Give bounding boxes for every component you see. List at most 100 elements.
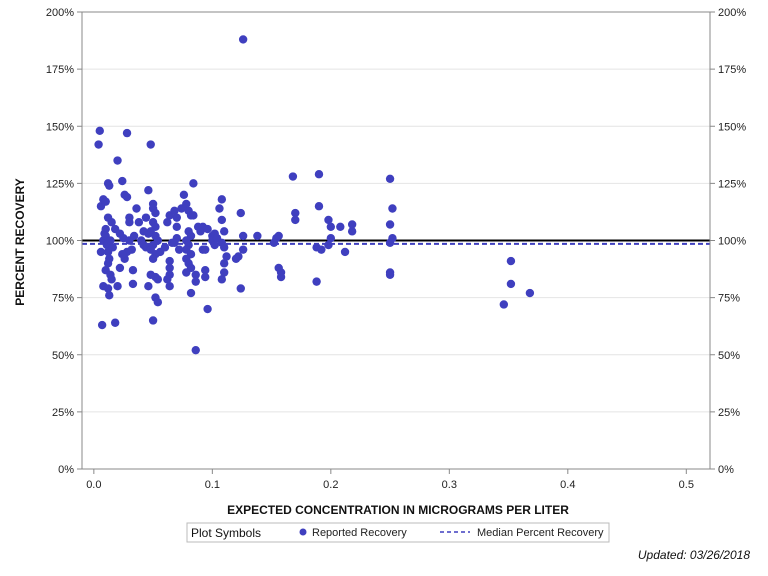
- data-point: [118, 250, 127, 259]
- data-point: [506, 279, 516, 289]
- data-point: [115, 263, 125, 273]
- data-point: [118, 176, 127, 186]
- legend-marker-reported-recovery: [299, 528, 307, 536]
- data-point: [219, 259, 229, 268]
- y-axis-title: PERCENT RECOVERY: [13, 178, 27, 306]
- data-point: [314, 202, 324, 211]
- y-tick-label-left: 75%: [52, 293, 74, 305]
- data-point: [134, 218, 144, 227]
- data-point: [105, 291, 114, 300]
- data-point: [385, 174, 395, 184]
- data-point: [160, 243, 170, 252]
- data-point: [385, 220, 395, 229]
- y-tick-label-right: 25%: [718, 407, 740, 419]
- legend-label-median: Median Percent Recovery: [477, 527, 604, 539]
- data-point: [219, 268, 229, 277]
- data-point: [347, 220, 357, 229]
- data-point: [388, 204, 397, 213]
- x-tick-label: 0.5: [679, 479, 694, 491]
- data-point: [148, 316, 158, 325]
- data-point: [128, 279, 138, 289]
- data-point: [113, 156, 122, 165]
- legend: Plot Symbols Reported Recovery Median Pe…: [186, 522, 610, 543]
- data-point: [103, 284, 113, 293]
- data-point: [238, 245, 248, 254]
- data-point: [201, 245, 210, 254]
- data-point: [291, 208, 300, 218]
- data-point: [340, 247, 350, 257]
- data-point: [95, 126, 104, 136]
- data-point: [217, 195, 227, 204]
- data-point: [324, 215, 333, 225]
- data-point: [215, 204, 224, 213]
- data-point: [189, 179, 198, 188]
- y-tick-label-left: 175%: [46, 64, 74, 76]
- data-point: [326, 222, 336, 231]
- data-point: [288, 172, 298, 181]
- data-point: [107, 275, 116, 284]
- data-point: [506, 256, 516, 266]
- data-point: [105, 254, 114, 263]
- data-point: [274, 231, 283, 241]
- data-point: [174, 245, 184, 254]
- data-point: [139, 227, 148, 236]
- data-point: [238, 231, 248, 241]
- data-point: [217, 215, 227, 225]
- data-point: [125, 218, 134, 227]
- data-point: [217, 275, 227, 284]
- data-point: [132, 204, 141, 213]
- data-point: [148, 254, 158, 263]
- data-point: [172, 222, 181, 231]
- legend-title: Plot Symbols: [191, 526, 261, 540]
- data-point: [201, 266, 210, 275]
- x-axis-title: EXPECTED CONCENTRATION IN MICROGRAMS PER…: [227, 503, 569, 517]
- x-tick-label: 0.0: [86, 479, 101, 491]
- legend-box: [186, 522, 610, 543]
- updated-date: Updated: 03/26/2018: [637, 548, 750, 562]
- data-point: [108, 243, 118, 252]
- axis-ticks: 0% 0% 25% 25% 50% 50% 75% 75% 100% 100% 125% 125% 15…: [46, 7, 746, 491]
- data-point: [94, 140, 103, 149]
- data-point: [110, 318, 120, 327]
- y-tick-label-left: 200%: [46, 7, 74, 19]
- y-tick-label-left: 150%: [46, 121, 74, 133]
- data-point: [499, 300, 509, 309]
- data-point: [317, 245, 326, 254]
- data-point: [347, 227, 357, 236]
- data-point: [107, 218, 116, 227]
- data-point: [97, 320, 107, 330]
- data-point: [113, 282, 122, 291]
- data-point: [101, 197, 110, 206]
- y-tick-label-left: 100%: [46, 236, 74, 248]
- data-point: [144, 282, 153, 291]
- data-point: [151, 208, 160, 218]
- data-point: [525, 288, 535, 298]
- data-point: [253, 231, 262, 241]
- x-tick-label: 0.3: [442, 479, 457, 491]
- data-point: [128, 266, 138, 275]
- data-point: [336, 222, 345, 231]
- data-point: [201, 272, 210, 282]
- y-tick-label-right: 125%: [718, 178, 746, 190]
- data-point: [276, 272, 286, 282]
- data-point: [96, 247, 106, 257]
- data-point: [146, 140, 155, 149]
- data-point: [129, 231, 139, 241]
- data-point: [236, 284, 245, 293]
- data-point: [326, 234, 336, 243]
- data-point: [312, 277, 321, 286]
- data-point: [291, 215, 300, 225]
- data-point: [105, 181, 114, 190]
- data-point: [182, 268, 191, 277]
- y-tick-label-right: 200%: [718, 7, 746, 19]
- data-point: [219, 243, 229, 252]
- data-point: [203, 224, 212, 234]
- data-point: [122, 128, 132, 138]
- data-point: [191, 270, 200, 279]
- data-point: [222, 252, 231, 261]
- x-tick-label: 0.1: [205, 479, 220, 491]
- data-points: [94, 35, 535, 355]
- data-point: [324, 240, 333, 250]
- data-point: [163, 218, 172, 227]
